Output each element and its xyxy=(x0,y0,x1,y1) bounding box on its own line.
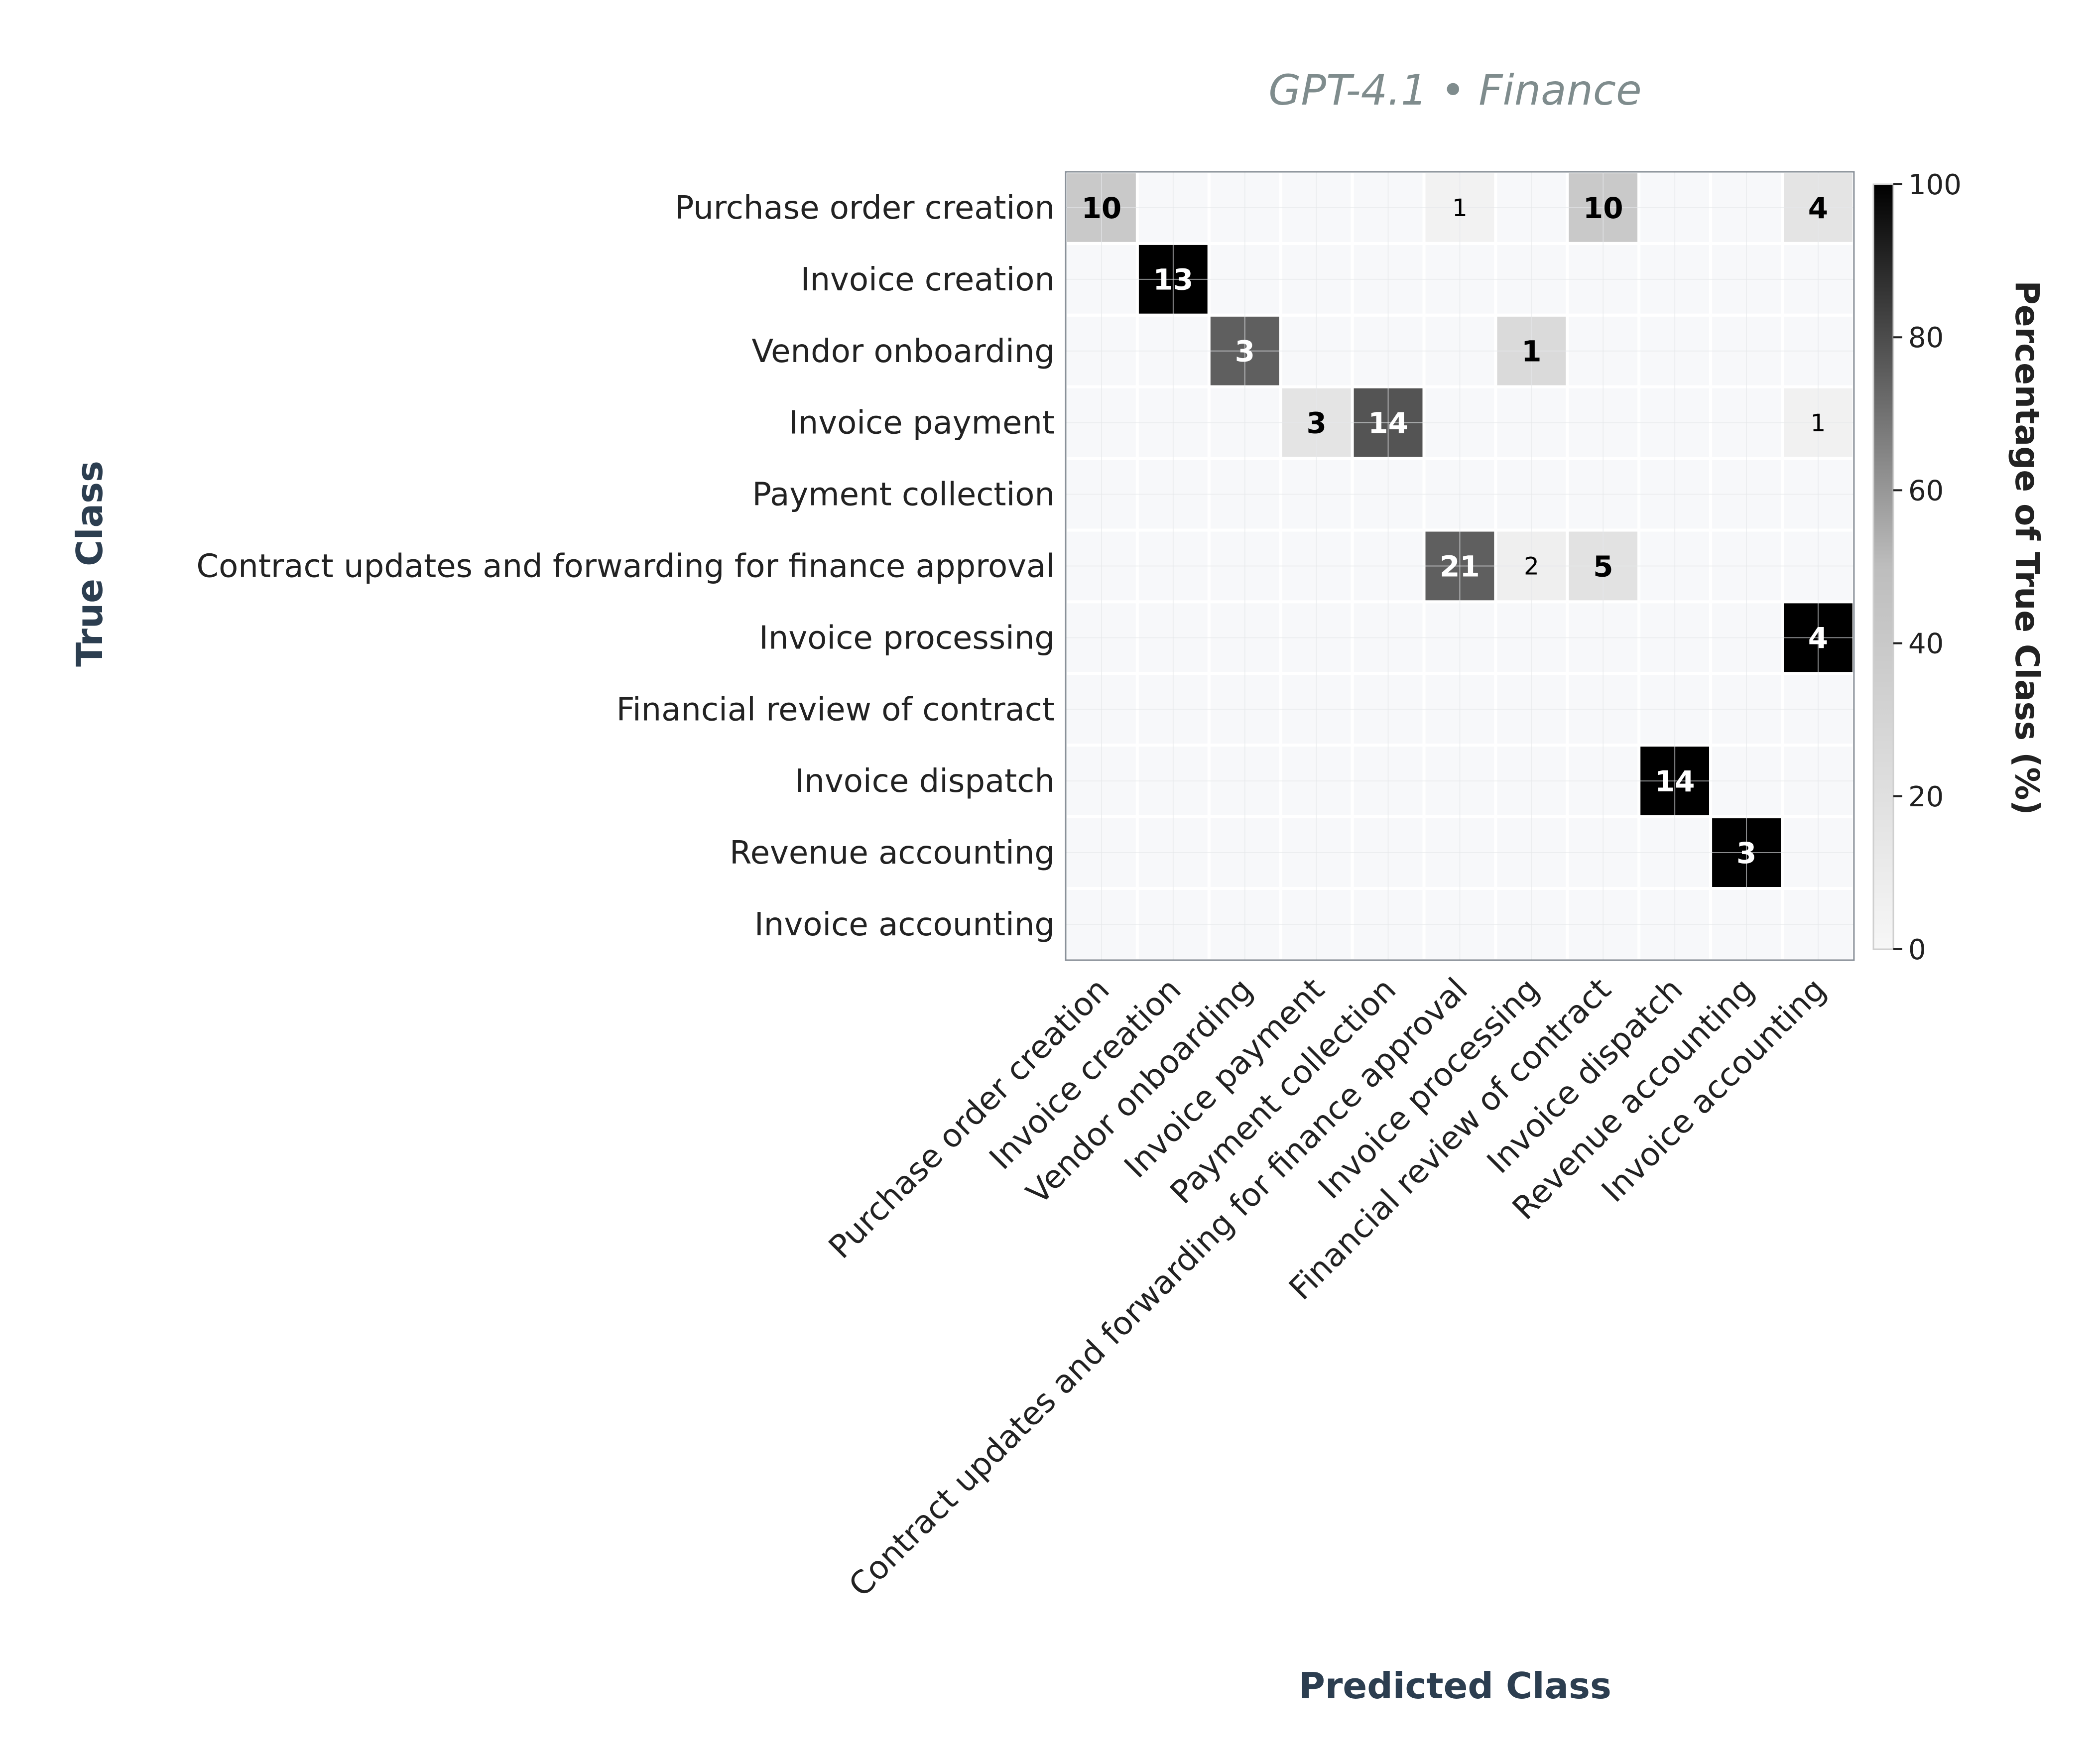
cell-value-label: 14 xyxy=(1655,764,1695,798)
y-tick-labels: Purchase order creation Invoice creation V… xyxy=(196,190,1055,943)
colorbar-tick-label: 40 xyxy=(1908,628,1944,660)
cell-value-label: 10 xyxy=(1583,191,1623,225)
y-tick-label: Invoice accounting xyxy=(754,906,1055,943)
colorbar-tick-label: 60 xyxy=(1908,475,1944,507)
cell-value-label: 21 xyxy=(1440,549,1480,583)
y-tick-label: Contract updates and forwarding for fina… xyxy=(196,548,1055,585)
cell-value-label: 1 xyxy=(1521,335,1541,369)
colorbar-gradient xyxy=(1872,183,1894,950)
x-tick-label: Purchase order creation xyxy=(822,971,1116,1266)
cell-value-label: 3 xyxy=(1306,406,1326,440)
x-axis-title: Predicted Class xyxy=(1299,1665,1611,1707)
cell-value-label: 3 xyxy=(1736,836,1756,870)
cell-value-label: 10 xyxy=(1082,191,1122,225)
cell-value-label: 5 xyxy=(1593,549,1613,583)
colorbar-tick-label: 80 xyxy=(1908,322,1944,354)
y-tick-label: Vendor onboarding xyxy=(751,333,1055,370)
colorbar-tick-label: 0 xyxy=(1908,934,1926,966)
y-tick-label: Invoice creation xyxy=(801,261,1055,298)
y-axis-title: True Class xyxy=(69,461,111,667)
cell-value-label: 14 xyxy=(1368,406,1408,440)
colorbar-title: Percentage of True Class (%) xyxy=(2008,280,2046,815)
colorbar: 0 20 40 60 80 100 xyxy=(1872,169,1962,966)
matrix-frame xyxy=(1065,171,1855,961)
colorbar-tick-label: 20 xyxy=(1908,781,1944,813)
y-tick-label: Invoice processing xyxy=(759,620,1055,656)
cell-value-label: 4 xyxy=(1808,621,1828,655)
cell-value-label: 13 xyxy=(1153,263,1193,297)
cell-value-label: 4 xyxy=(1808,191,1828,225)
y-tick-label: Revenue accounting xyxy=(730,835,1055,872)
cell-value-label: 2 xyxy=(1524,553,1539,581)
y-tick-label: Invoice payment xyxy=(789,405,1055,442)
cell-value-label: 3 xyxy=(1235,335,1255,369)
y-tick-label: Financial review of contract xyxy=(617,691,1055,728)
matrix-grid xyxy=(1066,172,1854,960)
cell-value-label: 1 xyxy=(1811,409,1826,437)
chart-title: GPT-4.1 • Finance xyxy=(1268,66,1641,115)
y-tick-label: Payment collection xyxy=(752,477,1055,513)
cell-value-label: 1 xyxy=(1452,194,1468,222)
y-tick-label: Invoice dispatch xyxy=(795,763,1055,800)
colorbar-tick-label: 100 xyxy=(1908,169,1962,201)
y-tick-label: Purchase order creation xyxy=(675,190,1055,227)
